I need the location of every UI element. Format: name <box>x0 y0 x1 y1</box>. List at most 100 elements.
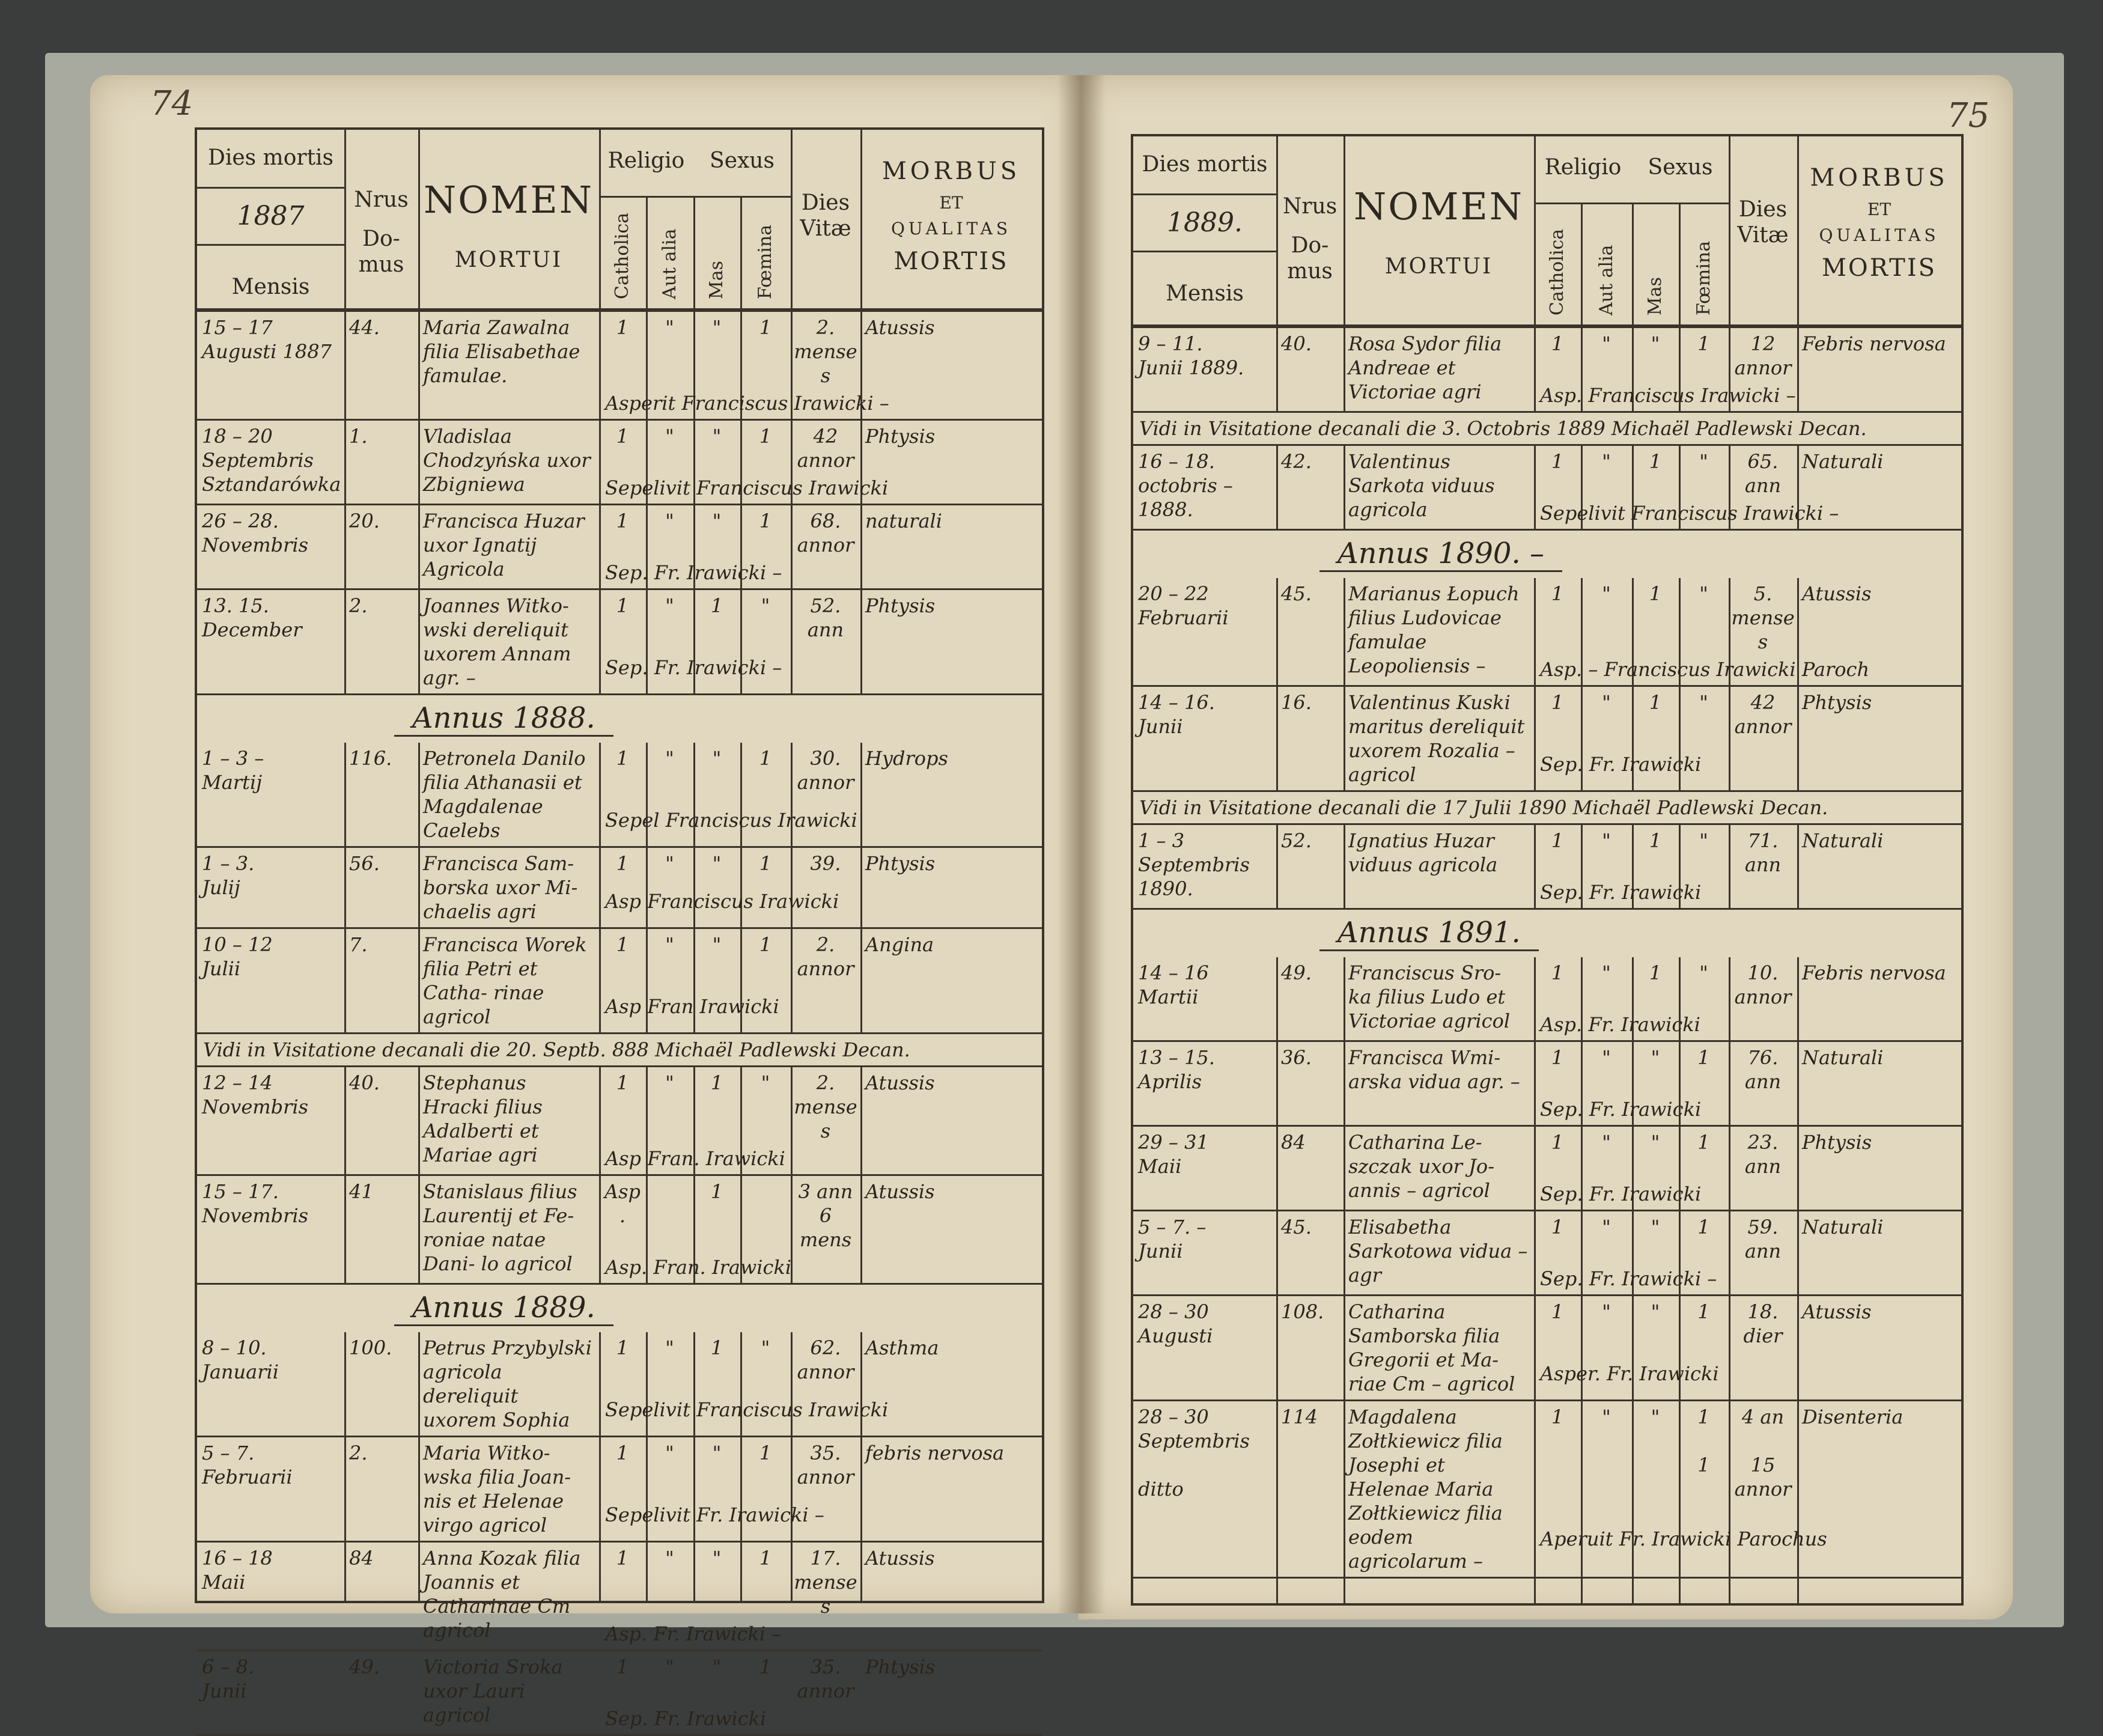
entry-details: 1 " " 1 68. annor naturali Sep. Fr. Irawicki – <box>599 505 1042 588</box>
entry-name: Francisca Sam- borska uxor Mi- chaelis a… <box>423 852 578 923</box>
entry-vitae: 2. menses <box>794 1071 857 1142</box>
burial-note: Asper. Fr. Irawicki <box>1540 1362 1719 1385</box>
year-heading-row: Annus 1889. <box>197 1285 1042 1332</box>
entry-morbus: Atussis <box>865 1071 935 1094</box>
entry-cath: 1 <box>616 1655 629 1678</box>
entry-details: 1 " 1 " 5. menses Atussis Asp. – Franciscus Ir… <box>1534 578 1961 685</box>
entry-mas: 1 <box>1649 691 1662 714</box>
entry-vitae: 59. ann <box>1744 1216 1782 1262</box>
burial-note: Asp. Franciscus Irawicki – <box>1540 384 1796 407</box>
header-mortis: MORTIS <box>1821 254 1937 282</box>
header-dies_vitae: Dies Vitæ <box>800 190 851 242</box>
entry-mas: " <box>1651 1216 1660 1238</box>
entry-alia: " <box>665 316 674 339</box>
entry-cath: 1 <box>1551 691 1564 714</box>
column-rule <box>1729 136 1730 1603</box>
entry-name: Maria Witko- wska filia Joan- nis et Hel… <box>423 1442 571 1537</box>
entry-morbus: Atussis <box>1802 1300 1872 1323</box>
entry-mas: " <box>712 510 722 532</box>
header-dies_mortis: Dies mortis <box>1142 152 1268 177</box>
entry-cath: 1 <box>1551 829 1564 852</box>
burial-note: Asp. Fran. Irawicki <box>605 1256 792 1279</box>
entry-house: 7. <box>349 933 368 956</box>
entry-mas: 1 <box>1649 961 1662 984</box>
entry-name: Stephanus Hracki filius Adalberti et Mar… <box>423 1071 543 1166</box>
entry-house: 2. <box>349 594 368 617</box>
header-rule <box>1534 203 1729 204</box>
entry-morbus: Phtysis <box>865 425 936 448</box>
header-et: ET <box>939 193 963 213</box>
entry-date: 13. 15. December <box>202 594 302 641</box>
table-row: 15 – 17. Novembris 41 Stanislaus filius La… <box>197 1176 1042 1285</box>
entry-morbus: Atussis <box>865 316 935 339</box>
entry-alia: " <box>665 1336 674 1359</box>
entry-cath: 1 <box>616 1336 629 1359</box>
header-nrus: Nrus <box>354 187 409 212</box>
burial-note: Sep. Fr. Irawicki <box>605 1707 767 1730</box>
header-catholica: Catholica <box>612 212 633 299</box>
entry-cath: 1 <box>616 316 629 339</box>
entry-alia: " <box>665 1071 674 1094</box>
entry-cath: 1 <box>616 1071 629 1094</box>
entry-house: 45. <box>1281 582 1312 605</box>
entry-morbus: Hydrops <box>865 747 948 770</box>
column-rule <box>344 130 346 1601</box>
entry-vitae: 2. menses <box>794 316 857 387</box>
header-aut_alia: Aut alia <box>1596 245 1617 315</box>
entry-mas: " <box>1651 332 1660 355</box>
entry-house: 2. <box>349 1442 368 1464</box>
entry-mas: 1 <box>1649 829 1662 852</box>
entry-cath: 1 <box>1551 961 1564 984</box>
entry-fem: " <box>761 1071 770 1094</box>
header-rule <box>1133 193 1276 195</box>
entry-morbus: Naturali <box>1802 1046 1884 1069</box>
entry-house: 44. <box>349 316 380 339</box>
entry-details: 1 " 1 " 65. ann Naturali Sepelivit Franciscus … <box>1534 446 1961 529</box>
column-rule <box>1276 136 1278 1603</box>
table-row: 28 – 30 Augusti 108. Catharina Samborska f… <box>1133 1296 1961 1401</box>
entry-cath: Asp. <box>604 1180 641 1227</box>
entry-name: Valentinus Kuski maritus dereliquit uxor… <box>1348 691 1525 786</box>
entry-date: 15 – 17. Novembris <box>202 1180 309 1227</box>
entry-fem: 1 <box>759 510 772 532</box>
entry-house: 20. <box>349 510 380 532</box>
entry-alia: " <box>1602 582 1611 605</box>
table-row: 12 – 14 Novembris 40. Stephanus Hracki fil… <box>197 1067 1042 1176</box>
entry-details: 1 " " 1 76. ann Naturali Sep. Fr. Irawicki <box>1534 1042 1961 1125</box>
entry-morbus: Naturali <box>1802 1216 1884 1238</box>
entry-name: Maria Zawalna filia Elisabethae famulae. <box>423 316 580 387</box>
entry-alia: " <box>1602 1131 1611 1154</box>
table-row: 13 – 15. Aprilis 36. Francisca Wmi- arska … <box>1133 1042 1961 1127</box>
entry-mas: " <box>712 1655 722 1678</box>
entry-fem: " <box>1699 582 1708 605</box>
entry-details: 1 " " 1 35. annor febris nervosa Sepelivit Fr.… <box>599 1437 1042 1541</box>
entry-cath: 1 <box>1551 1131 1564 1154</box>
entry-morbus: Asthma <box>865 1336 939 1359</box>
burial-note: Aperuit Fr. Irawicki Parochus <box>1540 1527 1827 1550</box>
burial-note: Sep. Fr. Irawicki – <box>605 561 782 584</box>
entry-fem: 1 <box>1697 332 1710 355</box>
entry-alia: " <box>1602 1300 1611 1323</box>
table-row: 14 – 16. Junii 16. Valentinus Kuski maritu… <box>1133 687 1961 792</box>
entry-morbus: naturali <box>865 510 942 532</box>
entry-date: 12 – 14 Novembris <box>202 1071 309 1118</box>
entry-fem: " <box>761 1336 770 1359</box>
table-row: 15 – 17 Augusti 1887 44. Maria Zawalna fil… <box>197 312 1042 421</box>
visitation-note: Vidi in Visitatione decanali die 20. Sep… <box>203 1038 910 1061</box>
entry-date: 1 – 3 – Martij <box>202 747 264 794</box>
entry-mas: " <box>712 747 722 770</box>
entry-fem: 1 <box>1697 1300 1710 1323</box>
entry-alia: " <box>1602 961 1611 984</box>
entry-vitae: 18. dier <box>1743 1300 1783 1347</box>
table-row: 8 – 10. Januarii 100. Petrus Przybylski ag… <box>197 1332 1042 1437</box>
left-page <box>90 75 1082 1613</box>
entry-date: 14 – 16. Junii <box>1138 691 1215 738</box>
table-row: 1 – 3 Septembris 1890. 52. Ignatius Huzar … <box>1133 825 1961 910</box>
table-row: 5 – 7. Februarii 2. Maria Witko- wska fili… <box>197 1437 1042 1543</box>
burial-note: Sepelivit Franciscus Irawicki <box>605 1398 889 1421</box>
entry-vitae: 42 annor <box>797 425 854 472</box>
entry-alia: " <box>1602 1046 1611 1069</box>
entry-house: 36. <box>1281 1046 1312 1069</box>
column-rule <box>418 130 420 1601</box>
entry-name: Francisca Worek filia Petri et Catha- ri… <box>423 933 587 1028</box>
